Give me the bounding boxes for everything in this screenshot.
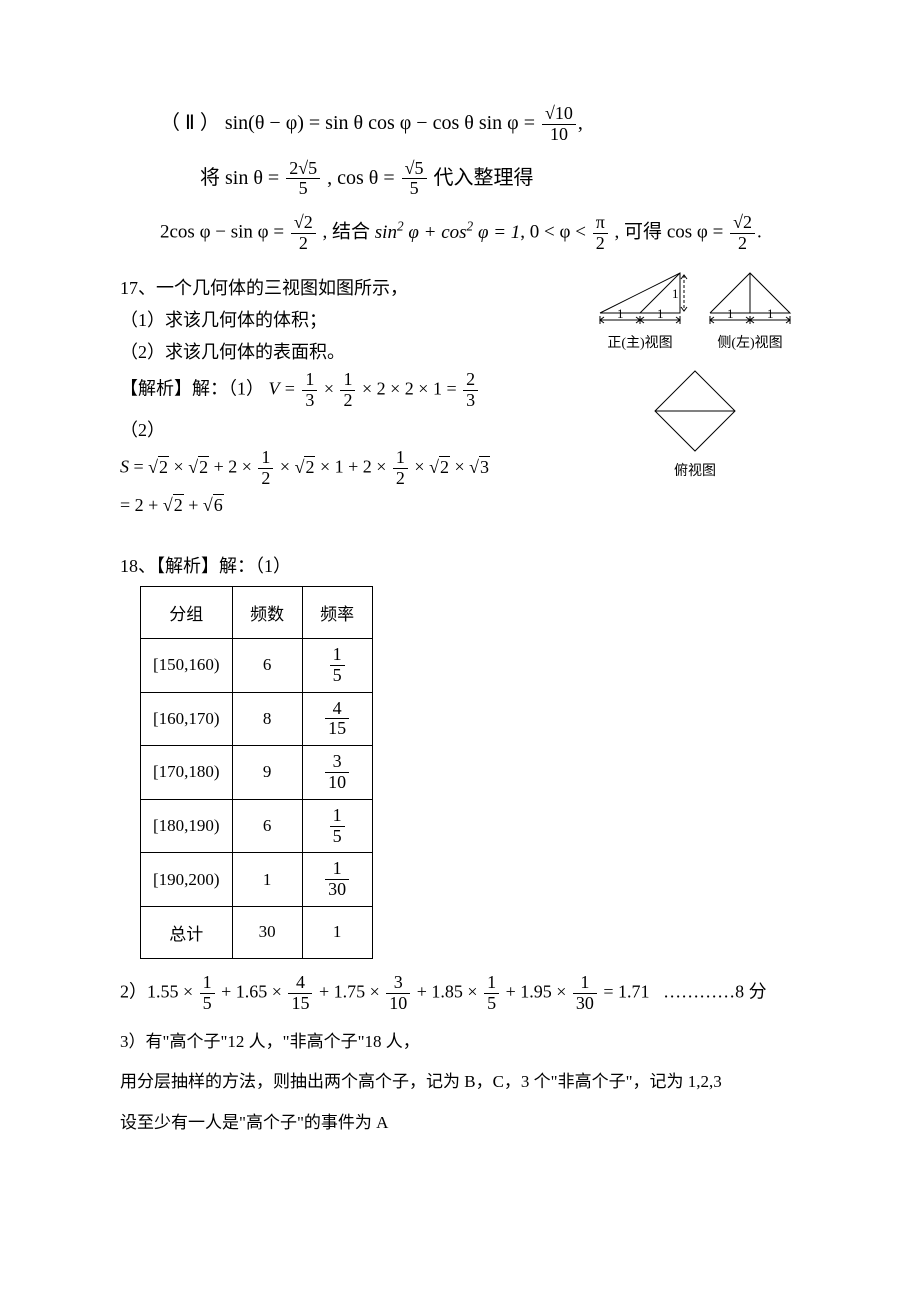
- svg-text:1: 1: [617, 306, 624, 321]
- top-view: 俯视图: [590, 366, 800, 480]
- table-row: [150,160) 6 15: [141, 638, 373, 692]
- q18-mean: 2）1.55 × 15 + 1.65 × 415 + 1.75 × 310 + …: [120, 973, 800, 1014]
- front-view-label: 正(主)视图: [590, 332, 690, 352]
- eq-conclusion: 2cos φ − sin φ = √2 2 , 结合 sin2 φ + cos2…: [160, 213, 800, 254]
- q18-p3b: 用分层抽样的方法，则抽出两个高个子，记为 B，C，3 个"非高个子"，记为 1,…: [120, 1068, 800, 1097]
- eq-substitute: 将 sin θ = 2√5 5 , cos θ = √5 5 代入整理得: [200, 159, 800, 200]
- eq3-pi2: π 2: [593, 213, 608, 254]
- side-view: 1 1 侧(左)视图: [700, 268, 800, 352]
- part2-label: （ Ⅱ ）: [160, 112, 220, 134]
- side-view-label: 侧(左)视图: [700, 332, 800, 352]
- table-row: [190,200) 1 130: [141, 853, 373, 907]
- front-view: 1 1 1 正(主)视图: [590, 268, 690, 352]
- three-views: 1 1 1 正(主)视图: [590, 268, 800, 480]
- svg-text:1: 1: [657, 306, 664, 321]
- q17-p2: （2）求该几何体的表面积。: [120, 338, 572, 364]
- q17-text: 17、一个几何体的三视图如图所示， （1）求该几何体的体积； （2）求该几何体的…: [120, 268, 572, 522]
- eq1-frac: √10 10: [542, 104, 576, 145]
- th-freq: 频率: [302, 586, 372, 638]
- th-group: 分组: [141, 586, 233, 638]
- q18-p3c: 设至少有一人是"高个子"的事件为 A: [120, 1109, 800, 1138]
- q17-part2-lbl: （2）: [120, 416, 572, 442]
- table-total-row: 总计 30 1: [141, 906, 373, 958]
- q17-surf1: S = 2 × 2 + 2 × 12 × 2 × 1 + 2 × 12 × 2 …: [120, 448, 572, 489]
- frequency-table: 分组 频数 频率 [150,160) 6 15 [160,170) 8 415 …: [140, 586, 373, 959]
- q18-p3a: 3）有"高个子"12 人，"非高个子"18 人，: [120, 1028, 800, 1057]
- th-count: 频数: [232, 586, 302, 638]
- q18-label: 18、【解析】解：（1）: [120, 552, 800, 578]
- sin-theta-frac: 2√5 5: [286, 159, 320, 200]
- cos-theta-frac: √5 5: [402, 159, 427, 200]
- eq1-lhs: sin(θ − φ) = sin θ cos φ − cos θ sin φ =: [225, 112, 535, 134]
- table-row: [160,170) 8 415: [141, 692, 373, 746]
- page-root: （ Ⅱ ） sin(θ − φ) = sin θ cos φ − cos θ s…: [0, 0, 920, 1210]
- eq-sin-diff: （ Ⅱ ） sin(θ − φ) = sin θ cos φ − cos θ s…: [160, 104, 800, 145]
- eq3-left: 2cos φ − sin φ =: [160, 222, 284, 243]
- eq3-f1: √2 2: [291, 213, 316, 254]
- table-row: [180,190) 6 15: [141, 799, 373, 853]
- table-row: [170,180) 9 310: [141, 746, 373, 800]
- eq1-num: √10: [542, 104, 576, 125]
- eq3-res: √2 2: [730, 213, 755, 254]
- svg-text:1: 1: [672, 286, 679, 301]
- cos-theta-lbl: , cos θ =: [327, 166, 395, 188]
- q17-container: 17、一个几何体的三视图如图所示， （1）求该几何体的体积； （2）求该几何体的…: [120, 268, 800, 522]
- q17-vol: 【解析】解：（1） V = 13 × 12 × 2 × 2 × 1 = 23: [120, 370, 572, 411]
- table-header-row: 分组 频数 频率: [141, 586, 373, 638]
- eq1-den: 10: [542, 125, 576, 145]
- sin-theta-lbl: sin θ =: [225, 166, 279, 188]
- sub-outro: 代入整理得: [434, 166, 534, 188]
- svg-text:1: 1: [727, 306, 734, 321]
- q17-p1: （1）求该几何体的体积；: [120, 306, 572, 332]
- sub-intro: 将: [200, 166, 220, 188]
- svg-text:1: 1: [767, 306, 774, 321]
- q17-title: 17、一个几何体的三视图如图所示，: [120, 274, 572, 300]
- top-view-label: 俯视图: [590, 460, 800, 480]
- q17-surf2: = 2 + 2 + 6: [120, 495, 572, 516]
